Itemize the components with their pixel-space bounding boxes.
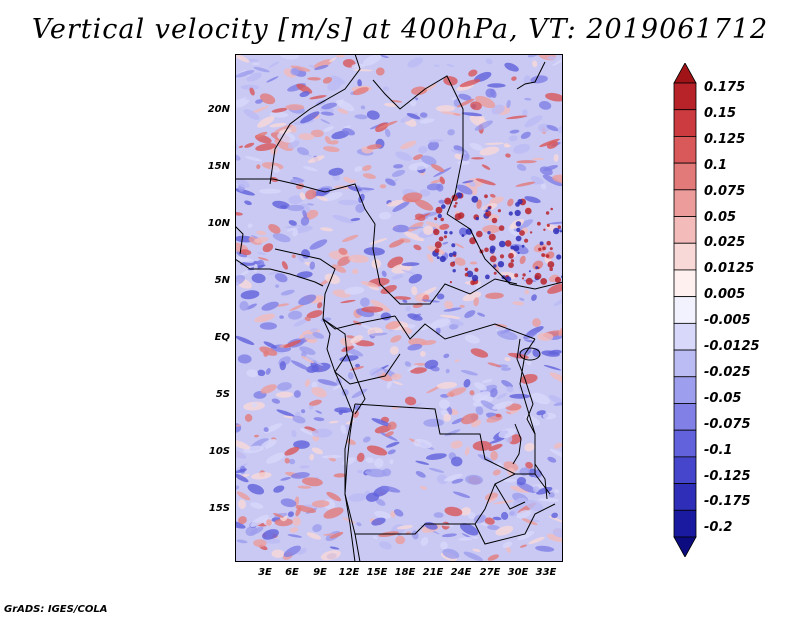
colorbar-label: -0.175: [704, 494, 751, 510]
longitude-label: 9E: [313, 567, 327, 578]
colorbar-segment: [673, 242, 697, 271]
longitude-label: 12E: [338, 567, 360, 578]
longitude-label: 27E: [479, 567, 501, 578]
colorbar-label: -0.2: [704, 520, 733, 536]
longitude-label: 3E: [258, 567, 272, 578]
colorbar-label: -0.05: [704, 390, 742, 406]
colorbar-segment: [673, 376, 697, 404]
latitude-label: EQ: [214, 332, 230, 343]
latitude-label: 5S: [215, 389, 230, 400]
colorbar-label: -0.075: [704, 416, 751, 432]
colorbar-segment: [673, 136, 697, 164]
colorbar-label: 0.05: [704, 209, 737, 225]
colorbar-label: 0.125: [704, 131, 746, 147]
colorbar-segment: [673, 63, 697, 84]
latitude-label: 10N: [207, 218, 230, 229]
colorbar-label: 0.1: [704, 157, 728, 173]
longitude-label: 18E: [394, 567, 416, 578]
colorbar-label: -0.125: [704, 468, 751, 484]
colorbar-label: -0.1: [704, 442, 733, 458]
latitude-label: 20N: [207, 104, 230, 115]
colorbar-segment: [673, 483, 697, 511]
colorbar-segment: [673, 296, 697, 324]
colorbar-label: 0.175: [704, 80, 746, 95]
longitude-label: 6E: [285, 567, 299, 578]
longitude-label: 15E: [366, 567, 388, 578]
colorbar-segment: [673, 429, 697, 458]
colorbar-segment: [673, 322, 697, 351]
velocity-field-patches: [235, 54, 563, 562]
colorbar-label: -0.0125: [704, 339, 760, 354]
colorbar-segment: [673, 349, 697, 378]
coastline: [235, 61, 546, 562]
colorbar-label: -0.005: [704, 313, 751, 329]
map-title: Vertical velocity [m/s] at 400hPa, VT: 2…: [31, 14, 769, 45]
colorbar-segment: [673, 109, 697, 137]
vertical-velocity-map: [235, 54, 563, 562]
latitude-label: 15S: [208, 503, 230, 514]
colorbar-label: 0.0125: [704, 261, 755, 277]
country-borders: [235, 54, 563, 562]
colorbar-segment: [673, 216, 697, 244]
colorbar-segment: [673, 509, 697, 538]
colorbar-label: -0.025: [704, 364, 751, 380]
colorbar-segment: [673, 82, 697, 111]
colorbar: [673, 63, 697, 557]
colorbar-segment: [673, 189, 697, 217]
colorbar-segment: [673, 403, 697, 431]
lakes: [512, 347, 548, 500]
longitude-label: 24E: [450, 567, 472, 578]
colorbar-label: 0.025: [704, 235, 746, 251]
colorbar-label: 0.075: [704, 183, 746, 199]
longitude-label: 33E: [535, 567, 557, 578]
longitude-label: 21E: [422, 567, 444, 578]
colorbar-label: 0.15: [704, 105, 737, 121]
map-frame: [235, 54, 563, 562]
latitude-label: 5N: [214, 275, 230, 286]
colorbar-label: 0.005: [704, 287, 746, 303]
latitude-label: 15N: [207, 161, 230, 172]
credit-text: GrADS: IGES/COLA: [4, 604, 108, 615]
colorbar-segment: [673, 162, 697, 191]
colorbar-segment: [673, 456, 697, 484]
longitude-label: 30E: [507, 567, 529, 578]
latitude-label: 10S: [208, 446, 230, 457]
colorbar-segment: [673, 536, 697, 557]
colorbar-segment: [673, 269, 697, 298]
